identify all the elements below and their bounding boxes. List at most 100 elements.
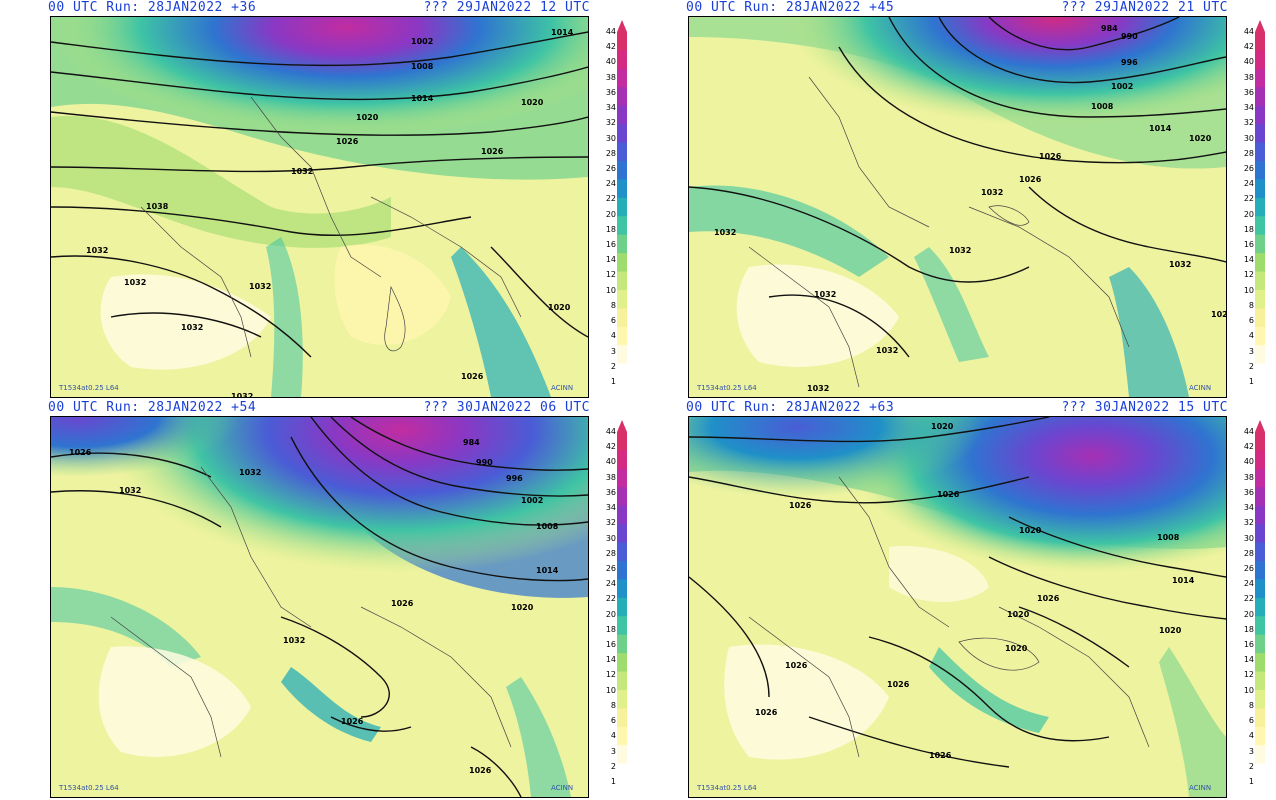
isobar-label: 1032 (119, 486, 141, 495)
colorbar-tick-label: 14 (605, 255, 616, 265)
isobar-label: 996 (506, 474, 523, 483)
colorbar-tick-label: 2 (1248, 361, 1254, 371)
colorbar-swatch (617, 708, 627, 728)
colorbar-swatch (617, 616, 627, 636)
colorbar-tick-label: 18 (1243, 224, 1254, 234)
colorbar-tick-label: 14 (1243, 255, 1254, 265)
isobar-label: 1038 (146, 202, 169, 211)
map-panel-4: 00 UTC Run: 28JAN2022 +63 ??? 30JAN2022 … (638, 400, 1276, 800)
colorbar-swatch (1255, 326, 1265, 346)
colorbar-tick-label: 8 (1248, 300, 1254, 310)
colorbar-tick-label: 44 (1243, 427, 1254, 436)
colorbar-swatch (1255, 579, 1265, 599)
colorbar-swatch (1255, 726, 1265, 746)
colorbar-tick-label: 26 (1243, 563, 1254, 573)
isobar-label: 1026 (755, 708, 778, 717)
colorbar-swatch (617, 289, 627, 309)
colorbar-tick-label: 20 (1243, 209, 1254, 219)
colorbar-tick-label: 32 (605, 518, 616, 528)
colorbar-swatch (1255, 468, 1265, 488)
isobar-label: 1026 (336, 137, 359, 146)
colorbar-tick-label: 6 (610, 316, 616, 326)
colorbar-tick-label: 30 (605, 533, 616, 543)
colorbar-swatch (617, 68, 627, 88)
colorbar-swatch (617, 326, 627, 346)
colorbar-tick-label: 40 (605, 57, 616, 67)
colorbar-tick-label: 22 (1243, 594, 1254, 604)
colorbar-swatch (1255, 271, 1265, 291)
colorbar-swatch (1255, 234, 1265, 254)
colorbar-swatch (617, 234, 627, 254)
colorbar-tick-label: 10 (1243, 285, 1254, 295)
colorbar-swatch (617, 634, 627, 654)
colorbar-swatch (617, 542, 627, 562)
colorbar-swatch (617, 450, 627, 470)
colorbar-swatch (1255, 671, 1265, 691)
colorbar-swatch (1255, 524, 1265, 544)
isobar-label: 1026 (391, 599, 414, 608)
colorbar-swatch (617, 197, 627, 217)
colorbar-tick-label: 14 (1243, 655, 1254, 665)
colorbar-tick-label: 6 (1248, 316, 1254, 326)
colorbar-swatch (617, 105, 627, 125)
colorbar-tick-label: 32 (1243, 518, 1254, 528)
colorbar-tick-label: 3 (1248, 346, 1254, 356)
colorbar-swatch (1255, 505, 1265, 525)
colorbar-swatch (617, 579, 627, 599)
isobar-label: 1032 (949, 246, 971, 255)
run-info: 00 UTC Run: 28JAN2022 +36 (48, 0, 257, 15)
colorbar-tick-label: 14 (605, 655, 616, 665)
colorbar-swatch (617, 179, 627, 199)
colorbar (617, 420, 627, 782)
isobar-label: 1020 (1007, 610, 1030, 619)
colorbar-tick-label: 22 (605, 194, 616, 204)
colorbar-tick-label: 44 (1243, 27, 1254, 36)
colorbar-tick-label: 12 (1243, 270, 1254, 280)
run-info: 00 UTC Run: 28JAN2022 +63 (686, 400, 895, 415)
isobar-label: 1026 (785, 661, 808, 670)
isobar-label: 1032 (814, 290, 836, 299)
colorbar-swatch (1255, 689, 1265, 709)
isobar-label: 1026 (929, 751, 952, 760)
isobar-label: 1014 (536, 566, 559, 575)
map-area: 1020 1026 1026 1020 1008 1014 1020 1026 … (688, 416, 1227, 798)
colorbar-tick-label: 20 (605, 209, 616, 219)
run-info: 00 UTC Run: 28JAN2022 +54 (48, 400, 257, 415)
colorbar-tick-label: 44 (605, 427, 616, 436)
colorbar-tick-label: 24 (1243, 579, 1254, 589)
colorbar-tick-label: 28 (605, 148, 616, 158)
colorbar-tick-label: 34 (1243, 503, 1254, 513)
colorbar-tick-label: 2 (1248, 761, 1254, 771)
isobar-label: 1020 (1159, 626, 1182, 635)
colorbar-swatch (617, 87, 627, 107)
colorbar-swatch (617, 432, 627, 451)
colorbar-tick-label: 12 (1243, 670, 1254, 680)
colorbar-tick-label: 3 (1248, 746, 1254, 756)
isobar-label: 1020 (511, 603, 534, 612)
colorbar-tick-label: 18 (605, 624, 616, 634)
isobar-label: 1002 (521, 496, 543, 505)
colorbar-tick-label: 40 (605, 457, 616, 467)
colorbar-swatch (617, 745, 627, 765)
colorbar-swatch (1255, 160, 1265, 180)
colorbar-tick-label: 10 (605, 285, 616, 295)
colorbar-swatch (617, 271, 627, 291)
colorbar-tick-label: 42 (1243, 442, 1254, 452)
model-tag: T1534at0.25 L64 (696, 384, 757, 392)
isobar-label: 1002 (1111, 82, 1133, 91)
colorbar-tick-label: 38 (1243, 72, 1254, 82)
isobar-label: 1020 (931, 422, 954, 431)
isobar-label: 1002 (411, 37, 433, 46)
colorbar-tick-label: 34 (605, 103, 616, 113)
isobar-label: 990 (1121, 32, 1138, 41)
colorbar-labels: 44 42 40 38 36 34 32 30 28 26 24 22 20 18 16 14 12 10 8 6 4 3… (1234, 20, 1254, 390)
colorbar-swatch (1255, 597, 1265, 617)
colorbar-tick-label: 20 (1243, 609, 1254, 619)
colorbar-swatch (617, 50, 627, 70)
colorbar-tick-label: 30 (605, 133, 616, 143)
isobar-label: 1032 (1169, 260, 1191, 269)
colorbar-tick-label: 28 (605, 548, 616, 558)
colorbar-swatch (1255, 450, 1265, 470)
credit-tag: ACINN (551, 784, 573, 792)
isobar-label: 1008 (1157, 533, 1180, 542)
